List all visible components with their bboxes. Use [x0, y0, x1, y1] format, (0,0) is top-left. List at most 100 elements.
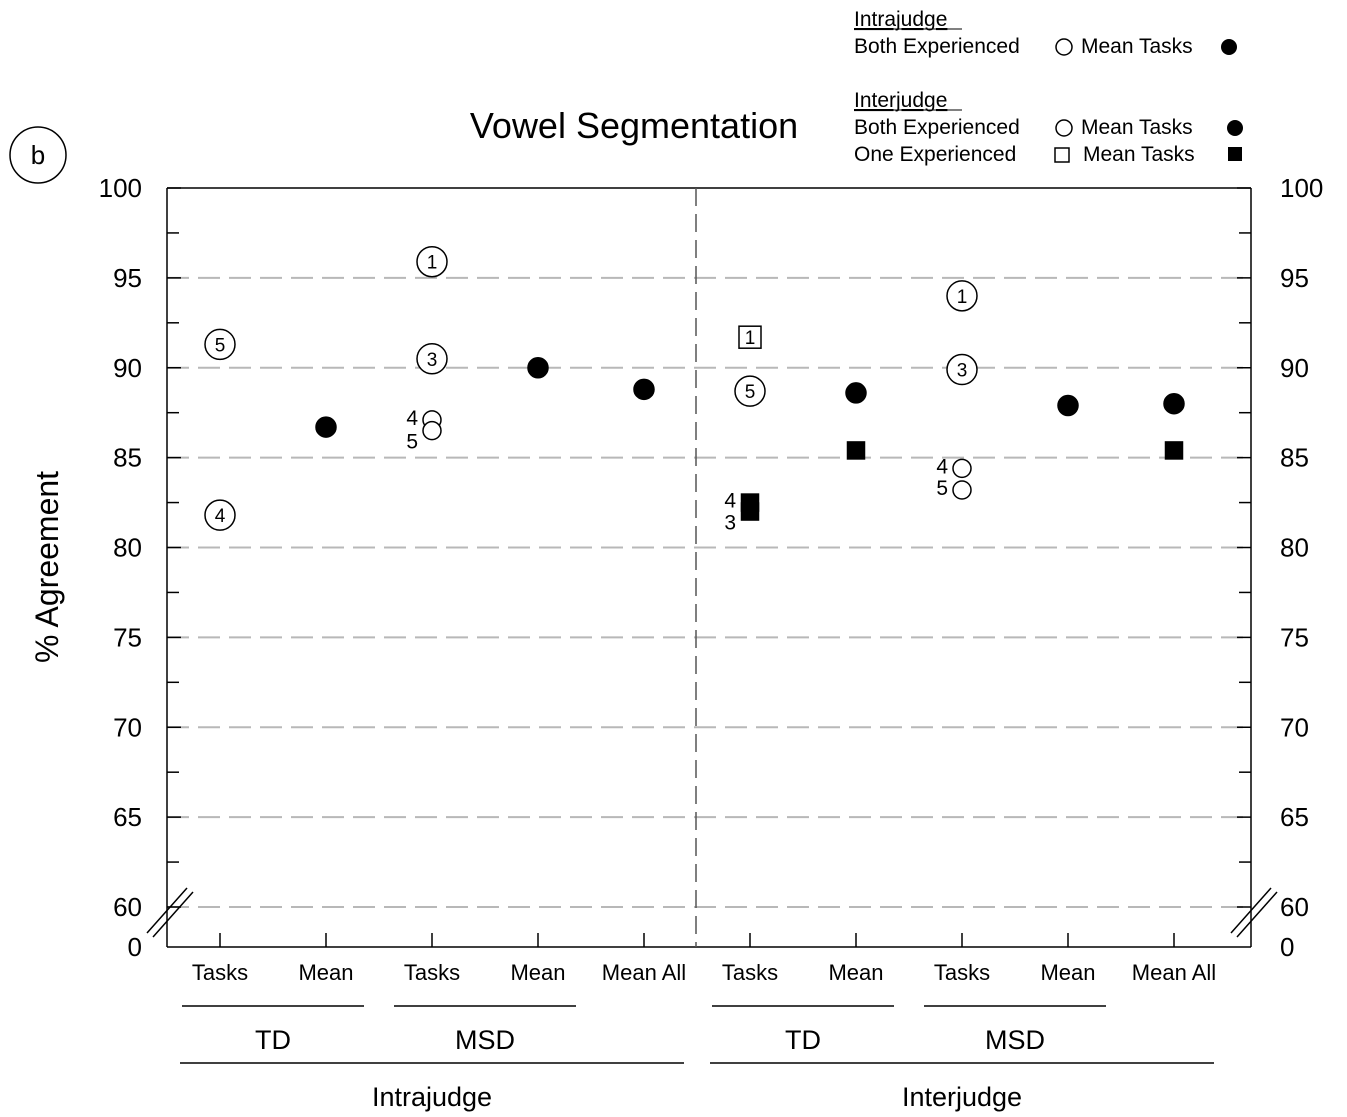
y-tick-label-left: 75 — [113, 622, 142, 652]
point-label: 5 — [215, 335, 226, 356]
panel-label: b — [9, 126, 67, 184]
filled-square-point — [740, 502, 760, 521]
filled-circle-point — [1163, 392, 1185, 415]
x-category-label: Mean — [828, 960, 883, 985]
point-label: 5 — [936, 477, 948, 500]
point-label: 1 — [957, 287, 968, 308]
y-axis-label: % Agreement — [29, 471, 65, 663]
group-label: MSD — [985, 1025, 1045, 1055]
y-tick-label-right: 90 — [1280, 353, 1309, 383]
x-category-label: Mean All — [1132, 960, 1216, 985]
y-tick-label-right: 95 — [1280, 263, 1309, 293]
open-circle-point — [946, 353, 978, 386]
x-category-label: Tasks — [722, 960, 778, 985]
open-circle-point — [416, 343, 448, 375]
y-tick-label-left: 80 — [113, 533, 142, 563]
axis-break-mark-left — [152, 891, 194, 938]
open-circle-point — [952, 458, 972, 479]
legend-open-circle-marker — [1055, 38, 1073, 56]
axis-break-mark-right — [1230, 887, 1272, 934]
grid-lines — [167, 276, 1251, 908]
legend-open-square-marker — [1054, 147, 1070, 163]
y-tick-label-right: 80 — [1280, 533, 1309, 563]
y-tick-label-right: 65 — [1280, 802, 1309, 832]
y-tick-label-left: 65 — [113, 802, 142, 832]
legend-filled-square-marker — [1228, 147, 1242, 161]
legend-heading-intrajudge: Intrajudge — [854, 8, 947, 31]
point-label: 3 — [427, 350, 438, 371]
filled-circle-point — [315, 416, 337, 438]
point-label: 3 — [724, 512, 736, 535]
group-labels: TD MSD TD MSD Intrajudge Interjudge — [180, 1005, 1214, 1112]
open-square-point — [738, 325, 762, 349]
point-label: 5 — [406, 431, 418, 454]
open-circle-point — [946, 280, 978, 312]
group-label: MSD — [455, 1025, 515, 1055]
point-label: 4 — [724, 490, 736, 513]
point-label: 5 — [745, 382, 756, 403]
y-tick-label-right: 60 — [1280, 892, 1309, 922]
y-tick-label-left: 60 — [113, 892, 142, 922]
point-label: 4 — [215, 506, 226, 527]
group-label: TD — [255, 1025, 291, 1055]
filled-circle-point — [527, 357, 549, 379]
y-tick-label-right: 100 — [1280, 173, 1323, 203]
y-tick-label-left: 90 — [113, 353, 142, 383]
x-category-label: Mean All — [602, 960, 686, 985]
legend-label: Both Experienced — [854, 35, 1020, 58]
legend-heading-interjudge: Interjudge — [854, 89, 947, 112]
x-category-label: Mean — [510, 960, 565, 985]
legend-mean-label: Mean Tasks — [1083, 143, 1195, 166]
open-circle-point — [416, 245, 448, 278]
open-circle-point — [952, 480, 972, 500]
point-label: 1 — [427, 253, 438, 274]
legend-open-circle-marker — [1055, 119, 1073, 137]
y-tick-label-left: 100 — [99, 173, 142, 203]
x-category-label: Tasks — [192, 960, 248, 985]
legend-label: One Experienced — [854, 143, 1016, 166]
y-tick-label-right: 70 — [1280, 712, 1309, 742]
legend-mean-label: Mean Tasks — [1081, 35, 1193, 58]
filled-square-point — [1164, 441, 1184, 460]
y-tick-label-right: 75 — [1280, 622, 1309, 652]
panel-label-text: b — [31, 140, 45, 170]
y-tick-label-right: 0 — [1280, 932, 1294, 962]
chart-title: Vowel Segmentation — [470, 105, 798, 146]
point-label: 4 — [936, 455, 948, 478]
open-circle-point — [734, 375, 766, 407]
point-label: 3 — [957, 361, 968, 382]
section-label: Interjudge — [902, 1082, 1022, 1112]
filled-square-point — [846, 441, 866, 460]
axis-break-mark-left — [146, 887, 188, 934]
legend-filled-circle-marker — [1227, 120, 1243, 136]
x-category-label: Tasks — [934, 960, 990, 985]
section-label: Intrajudge — [372, 1082, 492, 1112]
y-tick-label-left: 70 — [113, 712, 142, 742]
open-circle-point — [422, 420, 442, 441]
legend-label: Both Experienced — [854, 116, 1020, 139]
point-label: 1 — [745, 328, 756, 349]
x-category-label: Tasks — [404, 960, 460, 985]
y-tick-label-left: 85 — [113, 443, 142, 473]
open-circle-point — [204, 328, 236, 361]
legend-filled-circle-marker — [1221, 39, 1237, 55]
x-axis-labels: Tasks Mean Tasks Mean Mean All Tasks Mean Tasks… — [192, 933, 1216, 985]
legend-mean-label: Mean Tasks — [1081, 116, 1193, 139]
x-category-label: Mean — [298, 960, 353, 985]
x-category-label: Mean — [1040, 960, 1095, 985]
open-circle-point — [204, 499, 236, 531]
y-tick-label-left: 95 — [113, 263, 142, 293]
filled-circle-point — [1057, 394, 1079, 417]
point-label: 4 — [406, 407, 418, 430]
legend: Intrajudge Both Experienced Mean Tasks I… — [854, 8, 1243, 166]
group-label: TD — [785, 1025, 821, 1055]
axes — [146, 187, 1278, 948]
y-tick-label-left: 0 — [128, 932, 142, 962]
filled-circle-point — [845, 382, 867, 404]
axis-break-mark-right — [1236, 891, 1278, 938]
filled-circle-point — [633, 378, 655, 401]
y-tick-label-right: 85 — [1280, 443, 1309, 473]
y-ticks: 100 100 95 95 90 90 85 85 80 80 75 75 70 70 65 65 60 60 0 0 — [99, 173, 1324, 962]
